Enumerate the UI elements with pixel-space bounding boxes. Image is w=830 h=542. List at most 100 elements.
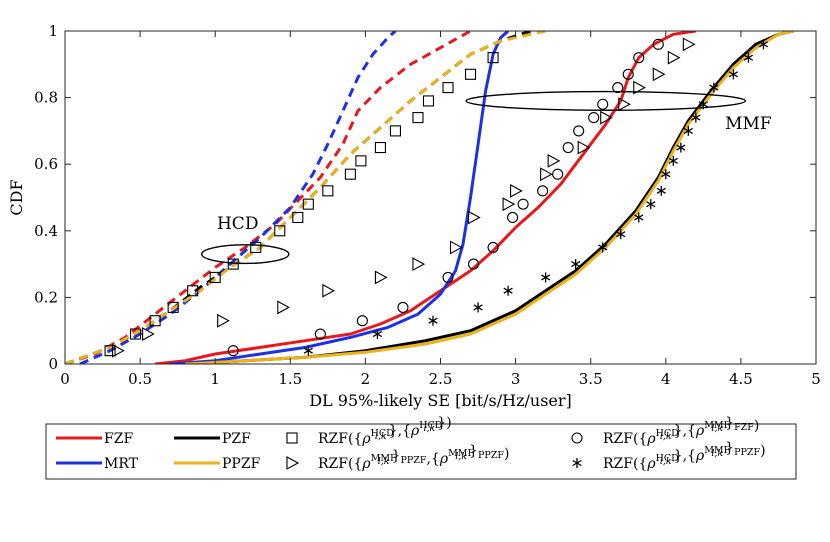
marker-point — [597, 98, 609, 110]
annotation-hcd: HCD — [217, 214, 258, 234]
marker-point — [633, 80, 646, 95]
marker-point — [577, 140, 591, 155]
marker-point — [397, 301, 409, 313]
legend-entry-rzf-hcd-hcd: RZF({ρHCDl,k},{ρHCDl,k}) — [286, 415, 452, 447]
marker-point — [487, 241, 499, 253]
series-line-mrt-hcd — [79, 31, 397, 364]
marker-point — [467, 258, 480, 270]
marker-point — [412, 257, 426, 272]
marker-point — [227, 345, 239, 357]
marker-point — [442, 82, 454, 94]
mmf-ellipse — [465, 90, 747, 111]
marker-point — [622, 68, 634, 80]
marker-point — [112, 343, 125, 358]
y-tick-label: 1 — [48, 22, 58, 40]
x-tick-label: 2.5 — [429, 370, 453, 388]
marker-point — [652, 38, 664, 50]
marker-point — [372, 329, 383, 340]
legend-entry-ppzf: PPZF — [174, 456, 261, 472]
axes-box — [64, 30, 817, 365]
marker-point — [552, 168, 564, 180]
series-line-fzf — [154, 31, 697, 364]
marker-point — [612, 82, 624, 94]
marker-point — [487, 52, 499, 64]
annotation-mmf: MMF — [725, 114, 772, 134]
marker-point — [503, 285, 513, 296]
hcd-ellipse — [200, 244, 290, 265]
marker-point — [517, 198, 529, 210]
marker-point — [355, 155, 367, 167]
legend-marker — [571, 432, 583, 444]
marker-point — [676, 142, 686, 153]
marker-point — [167, 301, 179, 313]
marker-point — [667, 50, 681, 65]
legend-box — [45, 423, 797, 480]
legend-entry-pzf: PZF — [174, 431, 251, 447]
y-tick-label: 0.4 — [34, 222, 58, 240]
marker-point — [322, 185, 334, 197]
marker-point — [227, 258, 239, 270]
marker-point — [209, 271, 221, 283]
x-tick-label: 3.5 — [579, 370, 603, 388]
marker-point — [743, 52, 754, 63]
marker-point — [510, 183, 523, 198]
x-tick-label: 1 — [210, 370, 220, 388]
marker-point — [473, 302, 483, 313]
legend-label: RZF({ρMMFl,k}PPZF,{ρMMFl,k}PPZF) — [318, 443, 509, 472]
marker-point — [562, 142, 574, 154]
legend-label: PZF — [222, 431, 251, 447]
marker-point — [652, 67, 666, 82]
legend-entry-mrt: MRT — [56, 456, 139, 472]
marker-series-rzf-mmf-ppzf — [112, 37, 696, 358]
marker-point — [691, 112, 701, 123]
axes: 0 0.5 1 1.5 2 2.5 3 3.5 4 4.5 5 0 0.2 0.4 0.6 0.8 1 DL 95… — [7, 22, 821, 410]
marker-point — [464, 68, 477, 80]
marker-point — [428, 315, 438, 326]
plot-area: HCD MMF — [65, 31, 794, 364]
marker-point — [217, 313, 230, 328]
marker-point — [600, 110, 613, 125]
legend-label: RZF({ρHCDl,k},{ρMMFl,k}FZF) — [603, 415, 759, 447]
marker-point — [374, 142, 386, 154]
x-tick-label: 5 — [811, 370, 821, 388]
marker-point — [274, 225, 286, 237]
legend-label: FZF — [104, 431, 133, 447]
marker-point — [467, 210, 481, 225]
marker-point — [322, 283, 335, 298]
marker-series-rzf-hcd-hcd — [104, 52, 499, 357]
legend-entry-rzf-hcd-mmf-fzf: RZF({ρHCDl,k},{ρMMFl,k}FZF) — [571, 415, 759, 447]
marker-point — [149, 315, 161, 327]
marker-point — [449, 240, 463, 255]
y-tick-label: 0 — [48, 355, 58, 373]
marker-point — [374, 270, 388, 285]
marker-point — [682, 37, 696, 52]
marker-point — [656, 185, 666, 196]
y-axis-label: CDF — [7, 179, 26, 215]
marker-point — [130, 328, 142, 340]
marker-point — [616, 229, 626, 240]
marker-point — [709, 82, 719, 93]
marker-point — [277, 300, 290, 315]
series-line-ppzf-hcd — [65, 31, 546, 364]
x-tick-label: 4 — [661, 370, 671, 388]
marker-point — [442, 271, 454, 283]
series-line-ppzf — [185, 31, 794, 364]
marker-point — [646, 199, 656, 210]
plot-clip-group — [65, 31, 794, 364]
marker-series-rzf-hcd-mmf-ppzf — [303, 39, 769, 356]
marker-point — [250, 241, 262, 253]
marker-point — [104, 345, 116, 357]
series-line-pzf — [185, 31, 794, 364]
x-tick-label: 3 — [511, 370, 521, 388]
x-tick-label: 0.5 — [128, 370, 152, 388]
y-tick-label: 0.8 — [34, 89, 58, 107]
marker-point — [598, 242, 608, 253]
marker-point — [537, 185, 549, 197]
marker-point — [302, 198, 314, 210]
series-line-fzf-hcd — [65, 31, 472, 364]
marker-point — [661, 169, 671, 180]
x-tick-label: 2 — [361, 370, 371, 388]
marker-point — [314, 328, 326, 340]
marker-point — [683, 125, 693, 136]
